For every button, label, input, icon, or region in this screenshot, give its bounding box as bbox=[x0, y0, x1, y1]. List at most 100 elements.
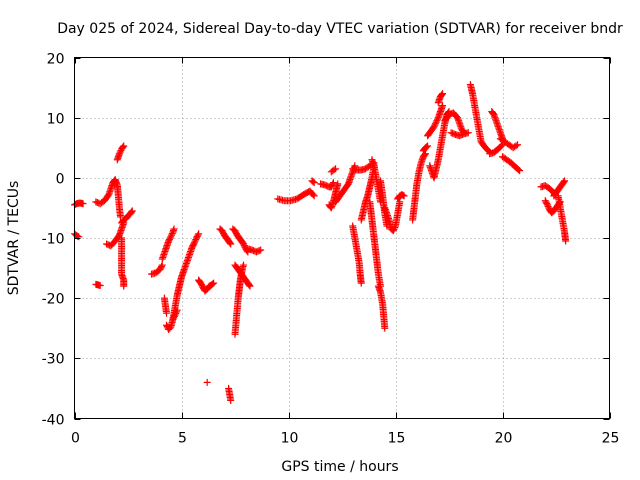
data-point-marker bbox=[227, 240, 235, 248]
data-point-marker bbox=[560, 178, 568, 186]
y-tick-label: -30 bbox=[42, 352, 65, 368]
data-point-marker bbox=[116, 148, 124, 156]
data-point-marker bbox=[310, 192, 318, 200]
y-tick-label: 10 bbox=[47, 112, 65, 128]
data-point-marker bbox=[194, 231, 202, 239]
chart-title: Day 025 of 2024, Sidereal Day-to-day VTE… bbox=[57, 21, 623, 37]
x-tick-label: 20 bbox=[495, 431, 513, 447]
data-point-marker bbox=[246, 282, 254, 290]
data-point-marker bbox=[255, 247, 263, 255]
data-series-segment bbox=[317, 179, 337, 191]
data-series-segment bbox=[148, 261, 166, 278]
data-series-segment bbox=[441, 109, 468, 137]
data-series-segment bbox=[466, 81, 494, 156]
data-series-segment bbox=[327, 165, 340, 176]
data-point-marker bbox=[158, 262, 166, 270]
y-tick-label: -10 bbox=[42, 232, 65, 248]
data-series-segment bbox=[409, 150, 429, 224]
data-point-marker bbox=[357, 279, 365, 287]
data-series-segment bbox=[216, 225, 235, 248]
data-point-marker bbox=[334, 180, 342, 188]
data-point-marker bbox=[190, 240, 198, 248]
data-series-segment bbox=[447, 129, 472, 140]
data-point-marker bbox=[168, 230, 176, 238]
data-point-marker bbox=[516, 167, 524, 175]
x-tick-label: 15 bbox=[388, 431, 406, 447]
data-point-marker bbox=[158, 261, 166, 269]
data-point-marker bbox=[309, 191, 317, 199]
data-point-marker bbox=[512, 142, 520, 150]
data-point-marker bbox=[562, 237, 570, 245]
data-series-segment bbox=[499, 153, 524, 175]
data-series-segment bbox=[349, 222, 365, 287]
data-series-segment bbox=[229, 225, 252, 256]
data-series-segment bbox=[160, 294, 171, 317]
data-point-marker bbox=[170, 225, 178, 233]
data-point-marker bbox=[79, 200, 87, 208]
data-point-marker bbox=[210, 279, 218, 287]
data-point-marker bbox=[390, 225, 398, 233]
y-tick-label: 0 bbox=[56, 172, 65, 188]
data-series-segment bbox=[92, 280, 104, 290]
data-series-segment bbox=[92, 176, 125, 221]
data-point-marker bbox=[192, 236, 200, 244]
data-series-segment bbox=[486, 141, 506, 158]
data-series-segment bbox=[554, 192, 570, 245]
tick-layer: 0 5 10 15 20 25 -40 -30 -20 -10 0 10 20 bbox=[42, 52, 620, 447]
data-point-marker bbox=[439, 90, 447, 98]
data-series-segment bbox=[71, 199, 87, 209]
data-point-marker bbox=[75, 233, 83, 241]
data-point-marker bbox=[119, 143, 127, 151]
data-point-marker bbox=[120, 142, 128, 150]
data-point-marker bbox=[245, 281, 253, 289]
grid-layer bbox=[74, 57, 610, 419]
data-series-segment bbox=[374, 282, 389, 332]
data-point-marker bbox=[497, 142, 505, 150]
data-point-marker bbox=[544, 203, 552, 211]
data-point-marker bbox=[421, 151, 429, 159]
data-point-marker bbox=[543, 200, 551, 208]
data-point-marker bbox=[115, 150, 123, 158]
data-series-segment bbox=[274, 187, 318, 205]
data-point-marker bbox=[543, 201, 551, 209]
data-series-segment bbox=[550, 177, 569, 200]
x-tick-label: 25 bbox=[602, 431, 620, 447]
data-point-marker bbox=[424, 142, 432, 150]
data-point-marker bbox=[399, 191, 407, 199]
data-series-segment bbox=[426, 108, 453, 182]
data-point-marker bbox=[431, 121, 439, 129]
data-point-marker bbox=[168, 231, 176, 239]
data-series-segment bbox=[308, 177, 318, 187]
data-series-segment bbox=[357, 162, 378, 224]
data-series-segment bbox=[537, 182, 560, 200]
data-point-marker bbox=[433, 117, 441, 125]
y-axis-label: SDTVAR / TECUs bbox=[6, 181, 22, 296]
y-tick-label: -40 bbox=[42, 413, 65, 429]
data-point-marker bbox=[310, 179, 318, 187]
data-series-segment bbox=[158, 225, 178, 263]
data-point-marker bbox=[389, 227, 397, 235]
data-series-segment bbox=[169, 230, 203, 323]
data-series-segment bbox=[195, 276, 218, 295]
data-point-marker bbox=[439, 102, 447, 110]
data-series-segment bbox=[231, 261, 254, 290]
data-point-marker bbox=[330, 166, 338, 174]
data-series-segment bbox=[203, 378, 211, 386]
x-tick-label: 0 bbox=[71, 431, 80, 447]
data-point-marker bbox=[128, 208, 136, 216]
data-series-segment bbox=[434, 90, 447, 107]
data-series-segment bbox=[381, 198, 404, 235]
data-point-marker bbox=[438, 91, 446, 99]
y-tick-label: -20 bbox=[42, 292, 65, 308]
data-point-marker bbox=[240, 240, 248, 248]
data-point-marker bbox=[96, 282, 104, 290]
data-point-marker bbox=[309, 178, 317, 186]
data-point-marker bbox=[400, 192, 408, 200]
data-point-marker bbox=[432, 118, 440, 126]
data-series-segment bbox=[424, 102, 447, 140]
data-series-segment bbox=[118, 207, 136, 227]
data-series-segment bbox=[113, 142, 128, 164]
data-point-marker bbox=[329, 179, 337, 187]
data-series-segment bbox=[394, 191, 408, 203]
